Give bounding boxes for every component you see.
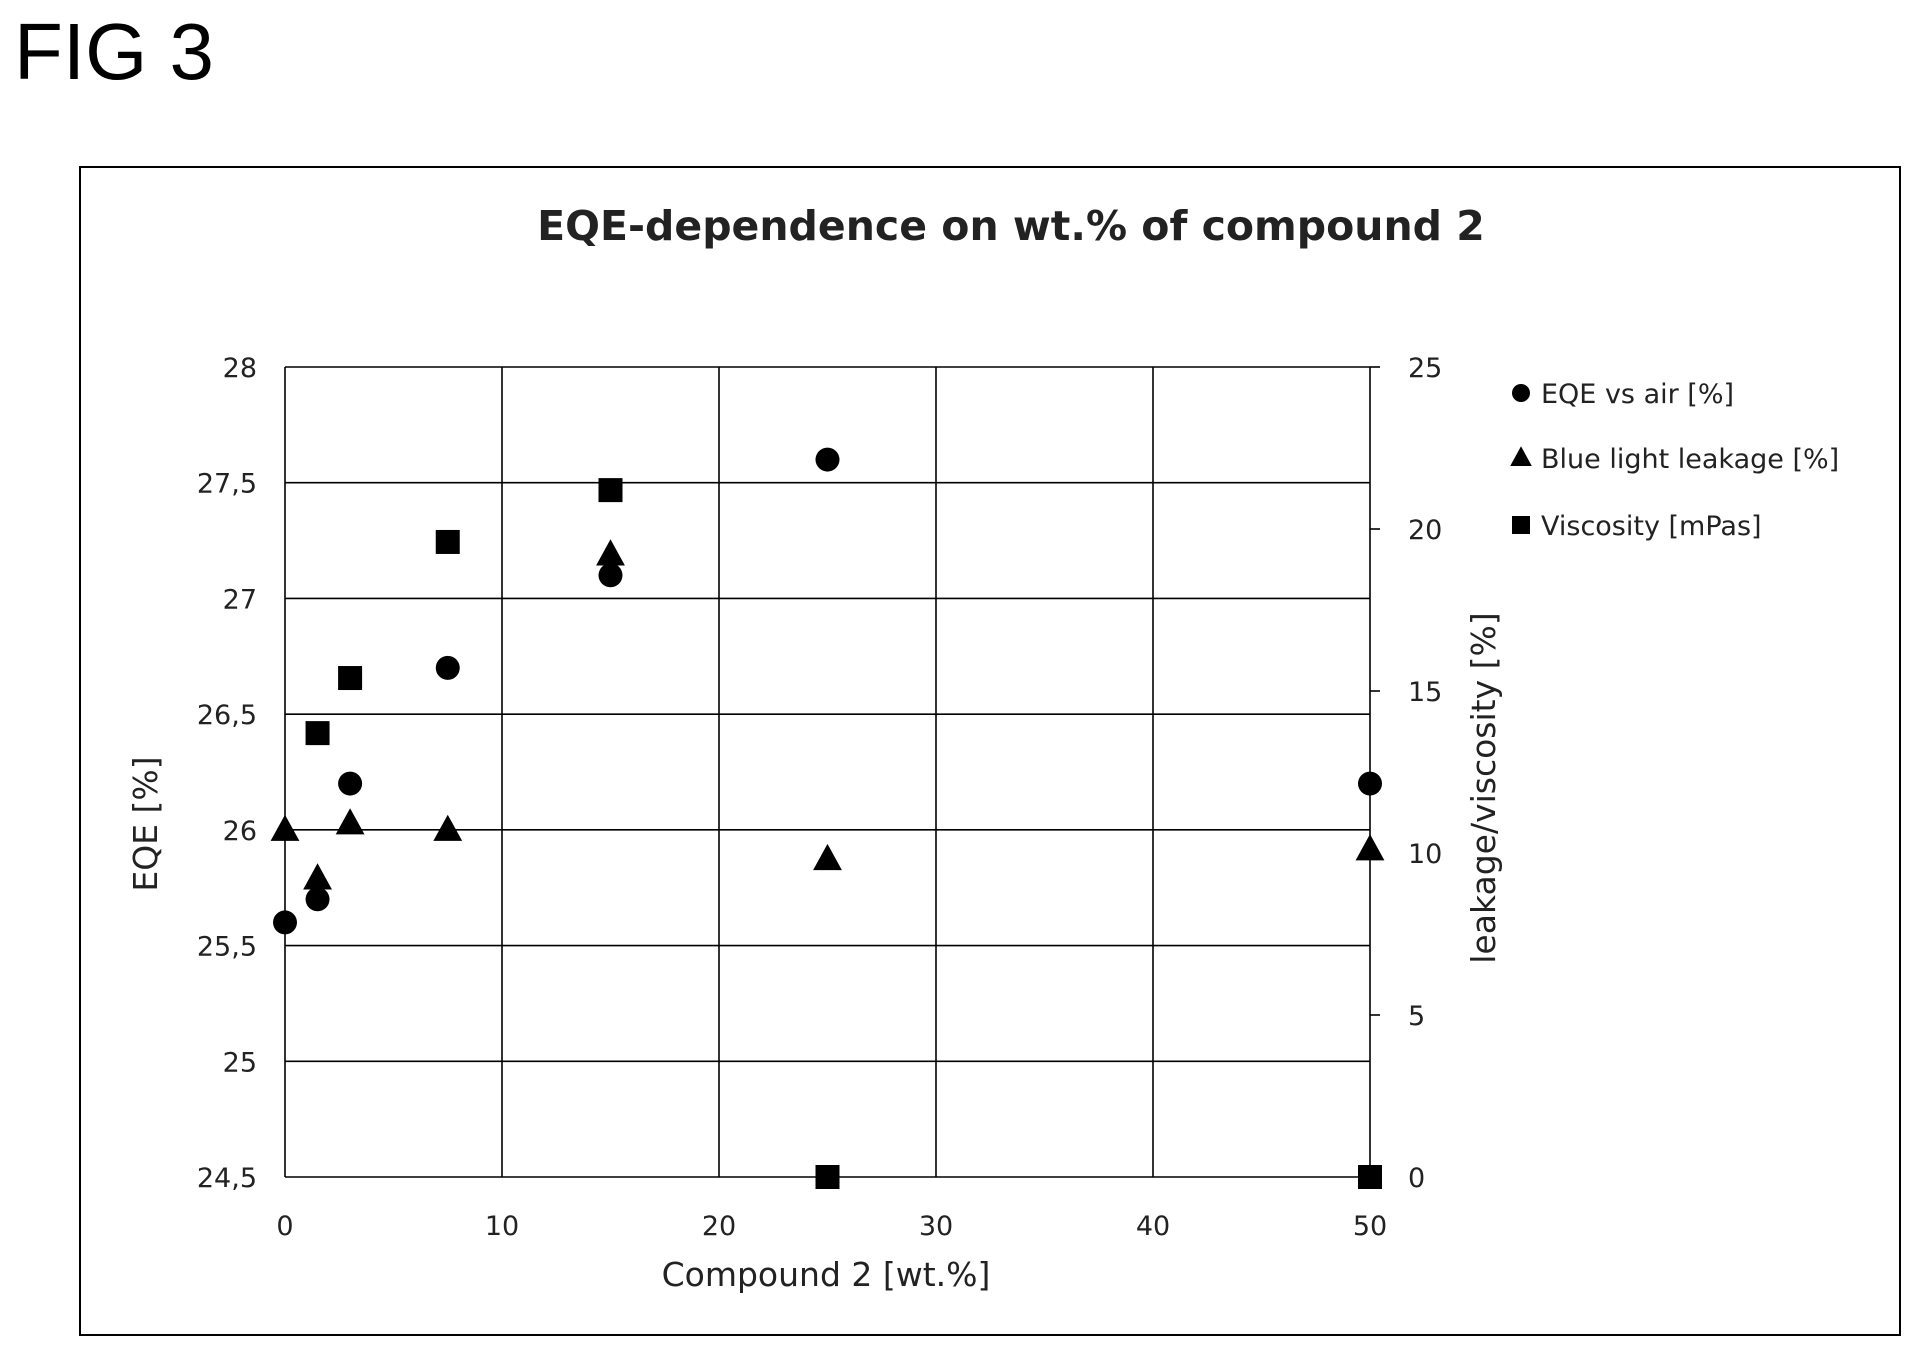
x-tick-label: 20 xyxy=(702,1211,736,1242)
y-tick-label: 25 xyxy=(223,1047,257,1078)
data-points xyxy=(270,447,1385,1189)
data-point-circle xyxy=(305,887,330,912)
data-point-circle xyxy=(598,563,623,588)
y-tick-label: 25,5 xyxy=(197,932,257,963)
chart: EQE-dependence on wt.% of compound 2 24,… xyxy=(126,202,1839,1294)
data-point-triangle xyxy=(1355,834,1385,861)
data-point-triangle xyxy=(303,863,332,890)
data-point-circle xyxy=(273,910,297,935)
x-axis-label: Compound 2 [wt.%] xyxy=(662,1255,991,1294)
data-point-circle xyxy=(338,771,363,796)
grid xyxy=(284,366,1380,1178)
legend-marker-circle xyxy=(1512,384,1530,402)
left-axis-ticks: 24,5 25 25,5 26 26,5 27 27,5 28 xyxy=(197,353,257,1194)
y-axis-label: EQE [%] xyxy=(126,756,165,891)
y2-axis-label: leakage/viscosity [%] xyxy=(1464,612,1503,963)
data-point-square xyxy=(1358,1165,1382,1189)
data-point-triangle xyxy=(270,814,300,841)
data-point-square xyxy=(598,478,623,503)
data-point-square xyxy=(815,1165,840,1189)
figure-label: FIG 3 xyxy=(14,7,215,96)
y-tick-label: 26 xyxy=(223,816,257,847)
data-point-square xyxy=(338,666,363,691)
x-tick-label: 50 xyxy=(1353,1211,1387,1242)
right-axis-ticks: 0 5 10 15 20 25 xyxy=(1408,353,1442,1194)
y-tick-label: 28 xyxy=(223,353,257,384)
x-tick-label: 10 xyxy=(485,1211,519,1242)
y-tick-label: 26,5 xyxy=(197,700,257,731)
y2-tick-label: 0 xyxy=(1408,1163,1425,1194)
data-point-triangle xyxy=(335,808,365,835)
y-tick-label: 27,5 xyxy=(197,469,257,500)
chart-title: EQE-dependence on wt.% of compound 2 xyxy=(537,202,1485,250)
data-point-triangle xyxy=(433,814,463,841)
chart-frame: EQE-dependence on wt.% of compound 2 24,… xyxy=(79,166,1901,1336)
y2-tick-label: 25 xyxy=(1408,353,1442,384)
y2-tick-label: 10 xyxy=(1408,839,1442,870)
x-tick-label: 40 xyxy=(1136,1211,1170,1242)
legend-marker-square xyxy=(1512,516,1530,534)
x-tick-label: 0 xyxy=(276,1211,293,1242)
data-point-circle xyxy=(435,655,460,680)
y-tick-label: 24,5 xyxy=(197,1163,257,1194)
y2-tick-label: 5 xyxy=(1408,1001,1425,1032)
legend-marker-triangle xyxy=(1510,446,1532,466)
data-point-square xyxy=(435,529,460,554)
data-point-circle xyxy=(815,447,840,472)
legend: EQE vs air [%] Blue light leakage [%] Visc… xyxy=(1510,379,1839,542)
data-point-circle xyxy=(1358,771,1382,796)
legend-label: Viscosity [mPas] xyxy=(1541,511,1762,542)
x-axis-ticks: 0 10 20 30 40 50 xyxy=(276,1211,1387,1242)
legend-label: EQE vs air [%] xyxy=(1541,379,1734,410)
x-tick-label: 30 xyxy=(919,1211,953,1242)
legend-label: Blue light leakage [%] xyxy=(1541,444,1839,475)
y-tick-label: 27 xyxy=(223,584,257,615)
y2-tick-label: 15 xyxy=(1408,677,1442,708)
data-point-triangle xyxy=(813,843,842,871)
data-point-triangle xyxy=(596,539,625,566)
data-point-square xyxy=(305,721,330,746)
y2-tick-label: 20 xyxy=(1408,515,1442,546)
